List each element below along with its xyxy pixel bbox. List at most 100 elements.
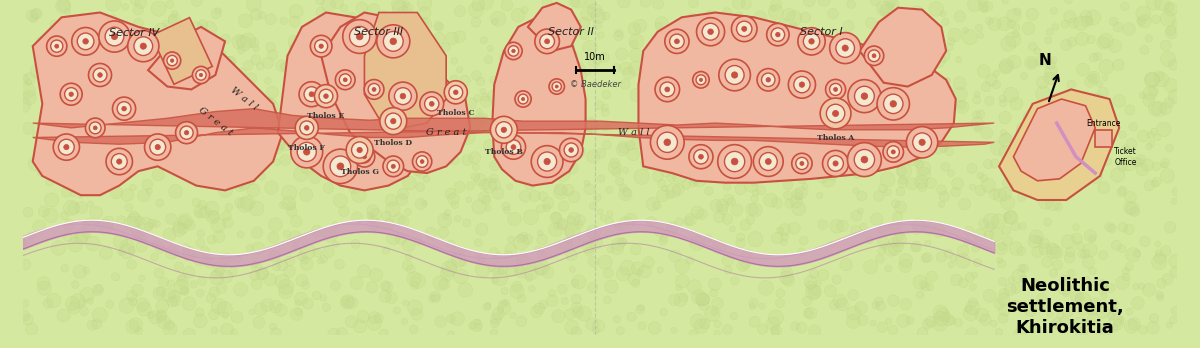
Circle shape	[308, 19, 320, 32]
Circle shape	[728, 101, 736, 107]
Circle shape	[328, 19, 335, 28]
Circle shape	[658, 62, 667, 72]
Circle shape	[263, 146, 272, 156]
Circle shape	[385, 202, 401, 217]
Circle shape	[1140, 92, 1146, 98]
Circle shape	[1025, 56, 1038, 69]
Circle shape	[191, 161, 203, 174]
Circle shape	[358, 265, 371, 278]
Circle shape	[52, 241, 66, 255]
Circle shape	[919, 280, 928, 288]
Circle shape	[864, 108, 875, 119]
Circle shape	[1054, 203, 1062, 211]
Circle shape	[32, 131, 42, 140]
Circle shape	[678, 60, 688, 70]
Circle shape	[558, 284, 568, 294]
Circle shape	[150, 86, 163, 99]
Circle shape	[488, 179, 500, 191]
Circle shape	[797, 323, 806, 333]
Circle shape	[618, 141, 629, 153]
Circle shape	[217, 64, 229, 76]
Circle shape	[948, 261, 954, 268]
Circle shape	[1075, 242, 1085, 250]
Circle shape	[185, 220, 196, 230]
Circle shape	[80, 287, 95, 302]
Circle shape	[132, 284, 144, 296]
Circle shape	[76, 232, 88, 245]
Circle shape	[214, 261, 227, 274]
Circle shape	[770, 5, 776, 11]
Circle shape	[752, 155, 766, 168]
Circle shape	[499, 300, 508, 307]
Circle shape	[665, 29, 689, 54]
Circle shape	[244, 156, 253, 166]
Circle shape	[156, 310, 167, 320]
Circle shape	[520, 232, 528, 240]
Circle shape	[1110, 324, 1118, 332]
Circle shape	[496, 252, 502, 259]
Circle shape	[560, 128, 568, 135]
Circle shape	[163, 52, 181, 69]
Circle shape	[894, 201, 907, 213]
Circle shape	[762, 73, 775, 87]
Circle shape	[932, 316, 947, 331]
Circle shape	[564, 226, 575, 237]
Circle shape	[636, 269, 642, 276]
Circle shape	[655, 46, 666, 56]
Circle shape	[240, 167, 252, 179]
Circle shape	[162, 116, 175, 128]
Circle shape	[488, 247, 499, 258]
Circle shape	[708, 106, 721, 121]
Circle shape	[1078, 250, 1086, 258]
Circle shape	[552, 16, 566, 30]
Circle shape	[790, 22, 797, 29]
Circle shape	[499, 70, 511, 82]
Circle shape	[214, 231, 224, 243]
Circle shape	[1050, 57, 1057, 64]
Circle shape	[451, 156, 460, 165]
Circle shape	[89, 122, 101, 134]
Circle shape	[552, 310, 565, 323]
Circle shape	[881, 5, 889, 14]
Circle shape	[588, 54, 601, 67]
Circle shape	[77, 192, 83, 198]
Circle shape	[1099, 114, 1106, 121]
Circle shape	[836, 298, 848, 311]
Circle shape	[1162, 162, 1168, 168]
Circle shape	[472, 173, 480, 181]
Circle shape	[61, 188, 71, 197]
Circle shape	[116, 159, 122, 164]
Circle shape	[20, 259, 31, 269]
Circle shape	[79, 60, 94, 74]
Circle shape	[450, 312, 464, 326]
Circle shape	[941, 312, 950, 322]
Circle shape	[636, 305, 644, 314]
Circle shape	[613, 31, 624, 41]
Circle shape	[881, 130, 892, 142]
Circle shape	[469, 152, 481, 164]
Circle shape	[223, 93, 232, 102]
Circle shape	[113, 234, 127, 248]
Circle shape	[881, 157, 887, 163]
Circle shape	[226, 171, 238, 183]
Text: Tholos D: Tholos D	[374, 140, 413, 148]
Circle shape	[23, 122, 35, 134]
Circle shape	[307, 96, 314, 103]
Circle shape	[508, 113, 520, 125]
Circle shape	[691, 90, 704, 104]
Circle shape	[475, 262, 491, 277]
Circle shape	[402, 239, 415, 252]
Circle shape	[41, 121, 49, 129]
Circle shape	[828, 156, 844, 171]
Circle shape	[398, 216, 409, 227]
Circle shape	[884, 188, 892, 196]
Circle shape	[674, 218, 683, 226]
Polygon shape	[32, 13, 283, 195]
Circle shape	[766, 78, 770, 82]
Circle shape	[883, 142, 904, 162]
Circle shape	[811, 287, 818, 295]
Circle shape	[782, 8, 796, 21]
Circle shape	[790, 34, 798, 42]
Circle shape	[546, 23, 554, 31]
Circle shape	[474, 239, 482, 247]
